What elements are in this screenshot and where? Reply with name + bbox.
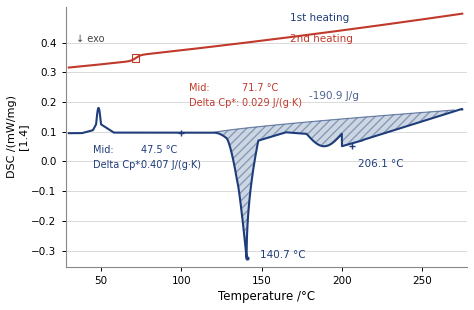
Bar (132, 55, 139, 62)
Text: Mid:: Mid: (189, 83, 210, 93)
Text: 1st heating: 1st heating (291, 13, 350, 24)
Text: 0.029 J/(g·K): 0.029 J/(g·K) (242, 98, 302, 108)
Y-axis label: DSC /(mW/mg)
[1.4]: DSC /(mW/mg) [1.4] (7, 95, 28, 178)
Text: 71.7 °C: 71.7 °C (242, 83, 279, 93)
Text: 140.7 °C: 140.7 °C (260, 250, 306, 260)
X-axis label: Temperature /°C: Temperature /°C (218, 290, 315, 303)
Text: Mid:: Mid: (93, 145, 114, 155)
Text: 206.1 °C: 206.1 °C (358, 159, 403, 169)
Text: 0.407 J/(g·K): 0.407 J/(g·K) (141, 160, 201, 170)
Text: 2nd heating: 2nd heating (291, 34, 353, 44)
Text: -190.9 J/g: -190.9 J/g (309, 91, 359, 100)
Text: Delta Cp*:: Delta Cp*: (189, 98, 240, 108)
Text: Delta Cp*:: Delta Cp*: (93, 160, 143, 170)
Text: ↓ exo: ↓ exo (76, 34, 104, 44)
Text: 47.5 °C: 47.5 °C (141, 145, 177, 155)
